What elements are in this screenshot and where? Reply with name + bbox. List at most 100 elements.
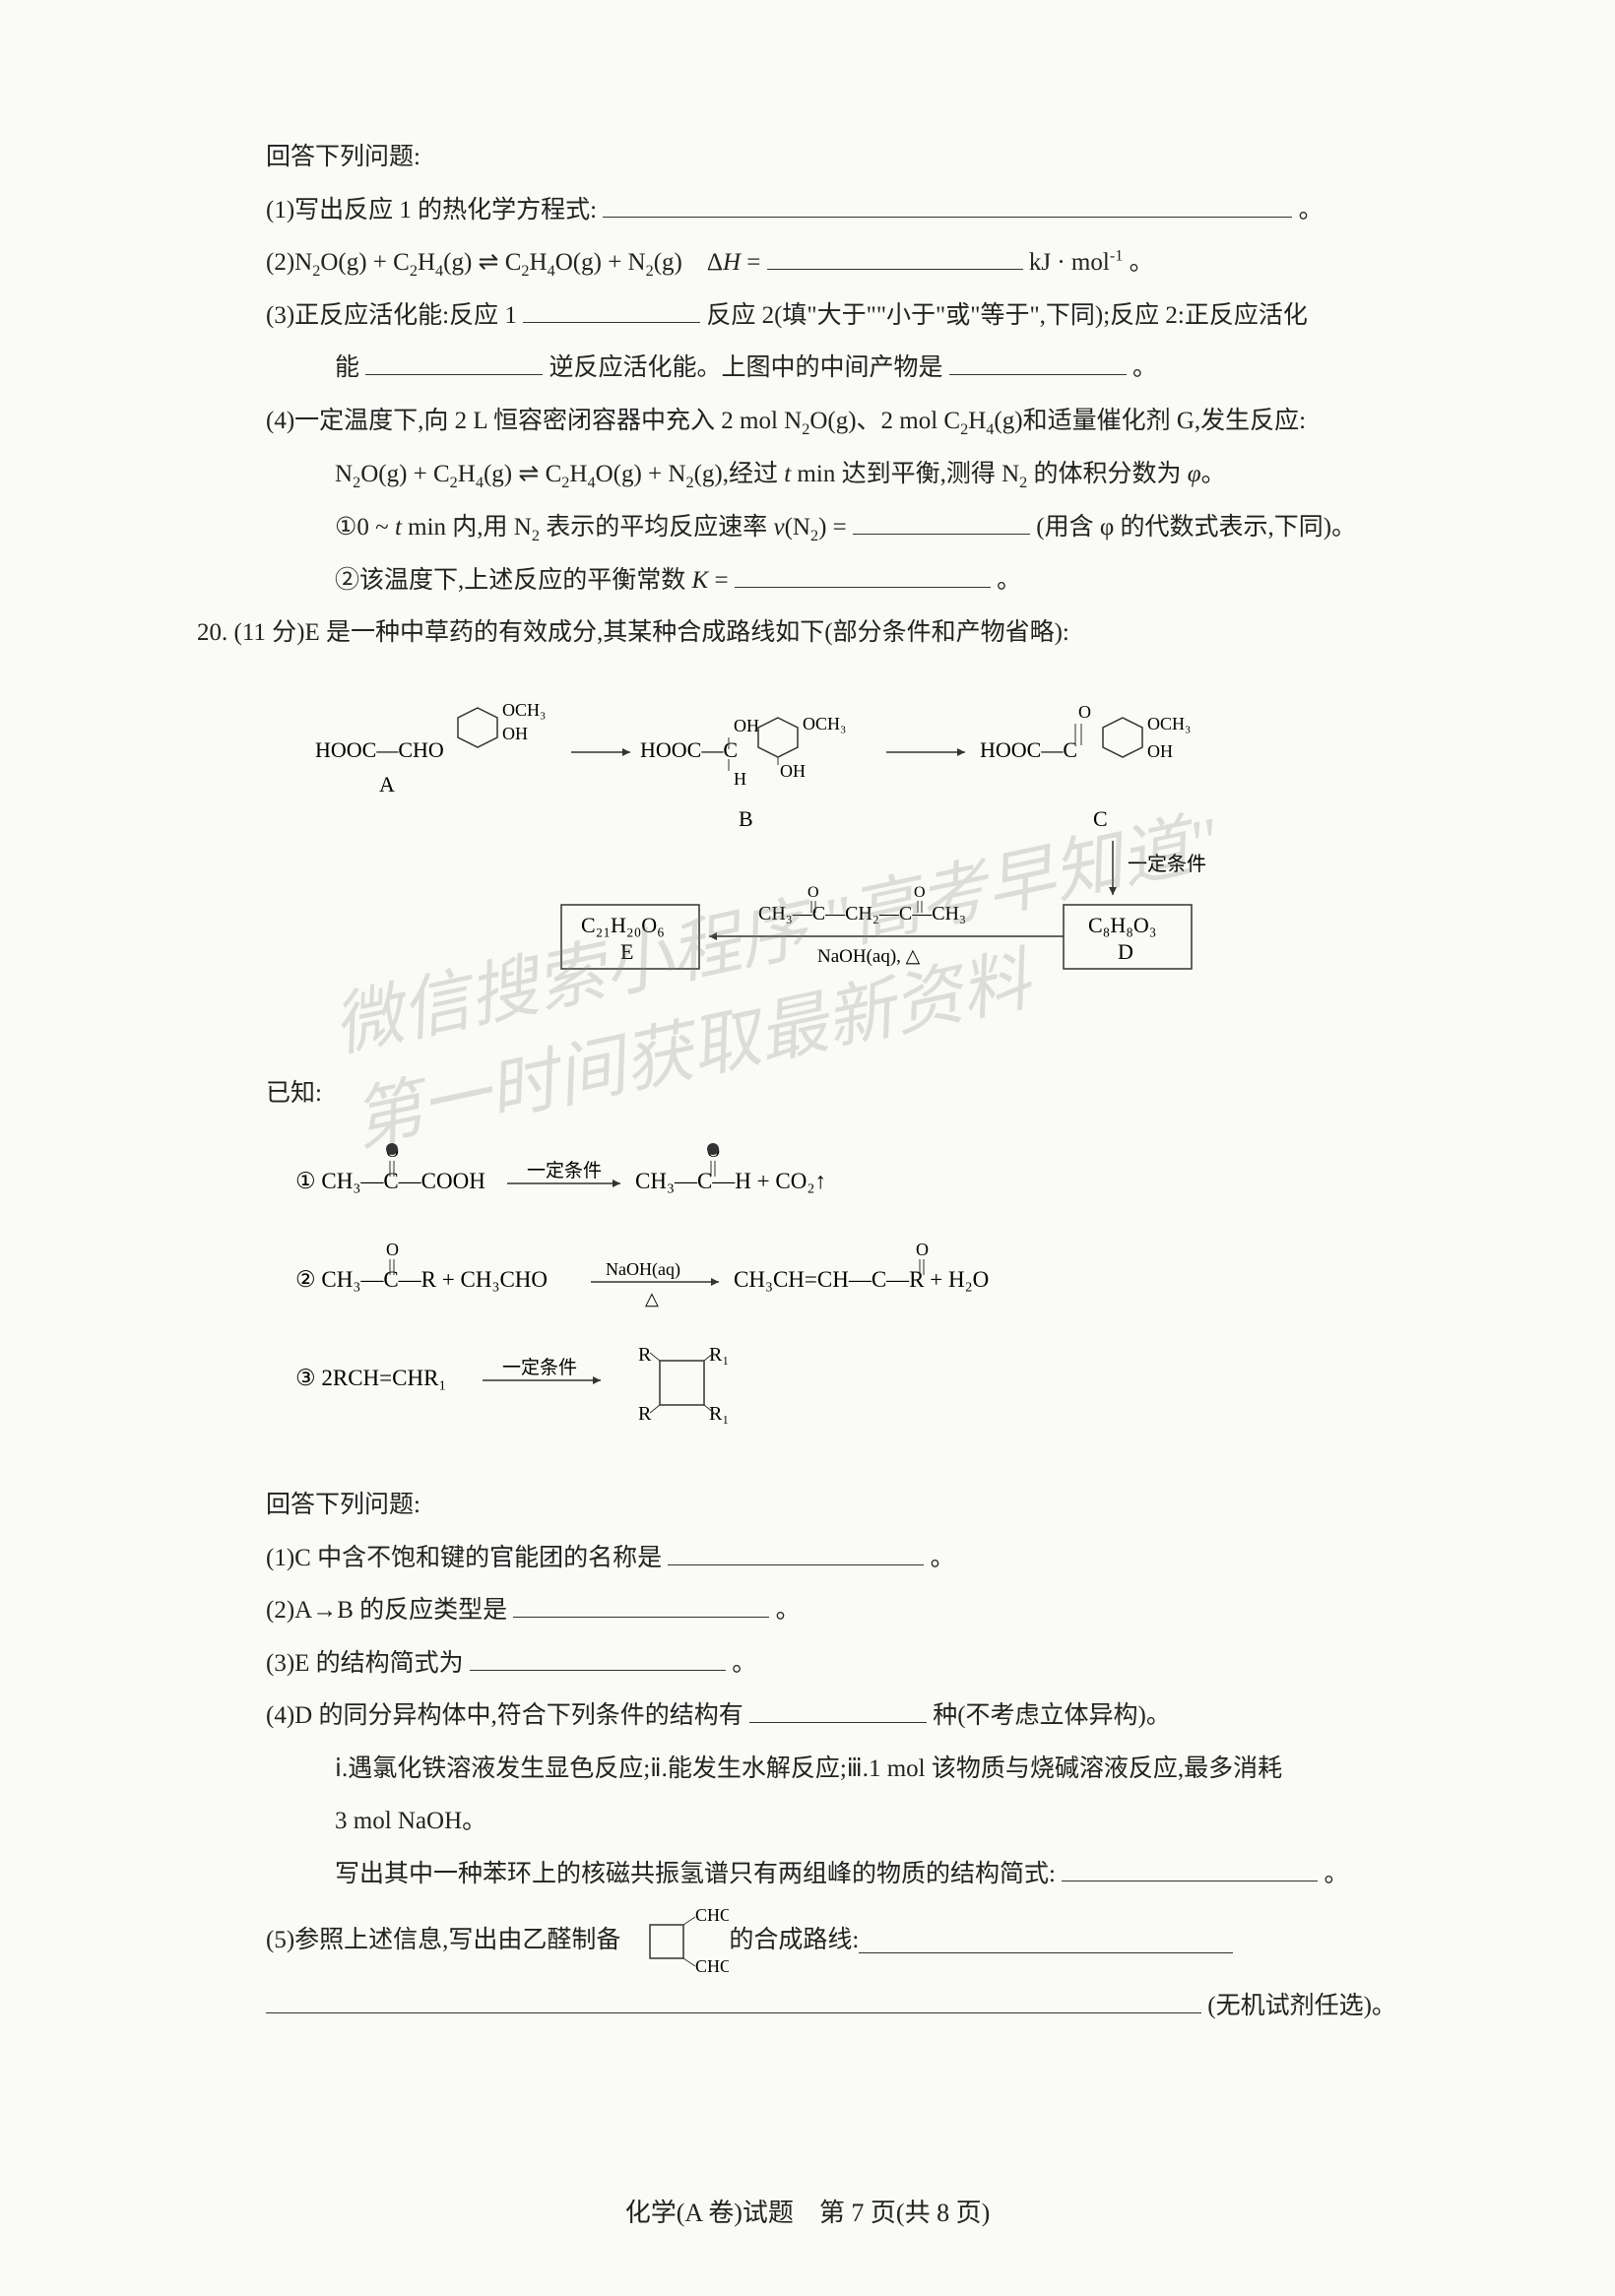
q1-tail: 。 — [1299, 197, 1324, 223]
q4d-blank — [735, 562, 991, 588]
A-label: A — [379, 772, 395, 797]
svg-text:O: O — [1078, 702, 1091, 722]
q20-4c: 3 mol NaOH。 — [197, 1798, 1438, 1845]
C-label: C — [1093, 806, 1108, 831]
q2-unit: kJ · mol-1 。 — [1029, 249, 1154, 276]
cond-CD: 一定条件 — [1128, 853, 1206, 875]
q20-4d-tail: 。 — [1324, 1861, 1348, 1887]
q3-blank3 — [949, 350, 1127, 375]
q3d: 逆反应活化能。上图中的中间产物是 — [549, 354, 943, 381]
q4a-text: (4)一定温度下,向 2 L 恒容密闭容器中充入 2 mol N2O(g)、2 … — [266, 408, 1306, 434]
svg-text:③ 2RCH=CHR₁: ③ 2RCH=CHR₁ — [295, 1366, 446, 1390]
svg-text:② CH₃—C—R + CH₃CHO: ② CH₃—C—R + CH₃CHO — [295, 1267, 548, 1292]
svg-text:一定条件: 一定条件 — [502, 1357, 577, 1378]
q20-stem: 20. (11 分)E 是一种中草药的有效成分,其某种合成路线如下(部分条件和产… — [197, 609, 1438, 657]
q1-blank — [603, 192, 1292, 218]
svg-text:O: O — [916, 1240, 929, 1259]
svg-text:OH: OH — [1147, 741, 1173, 761]
q4c: ①0 ~ t min 内,用 N2 表示的平均反应速率 v(N2) = (用含 … — [197, 504, 1438, 551]
q2-line: (2)N2O(g) + C2H4(g) ⇌ C2H4O(g) + N2(g) Δ… — [197, 239, 1438, 287]
q20-5a: (5)参照上述信息,写出由乙醛制备 — [266, 1917, 620, 1964]
svg-text:OH: OH — [502, 724, 528, 743]
q3a: (3)正反应活化能:反应 1 — [266, 302, 517, 329]
q20-3-tail: 。 — [732, 1650, 756, 1677]
q3-blank1 — [523, 297, 700, 323]
q20-4a-blank — [749, 1697, 927, 1723]
q3e: 。 — [1132, 354, 1157, 381]
answer-prompt-top: 回答下列问题: — [197, 134, 1438, 181]
q20-4a-mid: 种(不考虑立体异构)。 — [933, 1702, 1171, 1729]
q20-4b: ⅰ.遇氯化铁溶液发生显色反应;ⅱ.能发生水解反应;ⅲ.1 mol 该物质与烧碱溶… — [197, 1746, 1438, 1793]
q20-2-blank — [513, 1592, 769, 1618]
q20-5-tail: (无机试剂任选)。 — [1207, 1993, 1396, 2019]
B-label: B — [739, 806, 753, 831]
exam-page: 微信搜索小程序 "高考早知道" 第一时间获取最新资料 回答下列问题: (1)写出… — [0, 0, 1615, 2296]
q3b: 反应 2(填"大于""小于"或"等于",下同);反应 2:正反应活化 — [706, 302, 1308, 329]
svg-text:R: R — [638, 1344, 652, 1366]
C-ring: OCH₃ OH — [1103, 714, 1191, 761]
q4c-blank — [853, 509, 1030, 535]
q20-3: (3)E 的结构简式为 。 — [197, 1640, 1438, 1688]
q4c-text: ①0 ~ t min 内,用 N2 表示的平均反应速率 v(N2) = — [335, 514, 853, 541]
svg-text:OCH₃: OCH₃ — [502, 700, 546, 720]
C-left: HOOC—C — [980, 737, 1077, 762]
q3-line1: (3)正反应活化能:反应 1 反应 2(填"大于""小于"或"等于",下同);反… — [197, 292, 1438, 340]
svg-text:OCH₃: OCH₃ — [1147, 714, 1191, 733]
svg-text:O: O — [808, 884, 819, 901]
svg-text:CHO: CHO — [695, 1905, 729, 1925]
known-reactions: ① CH₃—C—COOH O 一定条件 CH₃—C—H + CO₂↑ O ② C… — [295, 1129, 1438, 1471]
q20-5-line2: (无机试剂任选)。 — [197, 1983, 1438, 2030]
q20-3-blank — [470, 1645, 726, 1671]
q4d-text: ②该温度下,上述反应的平衡常数 K = — [335, 567, 735, 594]
svg-text:CHO: CHO — [695, 1956, 729, 1976]
q20-2-text: (2)A→B 的反应类型是 — [266, 1597, 507, 1624]
q20-4a-text: (4)D 的同分异构体中,符合下列条件的结构有 — [266, 1702, 743, 1729]
q20-1-blank — [668, 1540, 924, 1565]
E-label: E — [620, 939, 633, 964]
q20-5b: 的合成路线: — [729, 1917, 859, 1964]
known-label: 已知: — [197, 1070, 1438, 1117]
A-ring: OCH₃ OH — [458, 700, 546, 747]
E-formula: C₂₁H₂₀O₆ — [581, 913, 665, 937]
scheme-svg: HOOC—CHO A OCH₃ OH HOOC—C OH H OCH₃ OH — [295, 669, 1428, 1043]
q20-4a: (4)D 的同分异构体中,符合下列条件的结构有 种(不考虑立体异构)。 — [197, 1692, 1438, 1740]
q4a: (4)一定温度下,向 2 L 恒容密闭容器中充入 2 mol N2O(g)、2 … — [197, 398, 1438, 445]
svg-text:△: △ — [645, 1289, 659, 1308]
q2-blank — [767, 244, 1023, 270]
q4b: N2O(g) + C2H4(g) ⇌ C2H4O(g) + N2(g),经过 t… — [197, 451, 1438, 498]
q1-line: (1)写出反应 1 的热化学方程式: 。 — [197, 187, 1438, 234]
svg-text:一定条件: 一定条件 — [527, 1160, 602, 1181]
svg-text:OH: OH — [734, 716, 759, 735]
q20-4d: 写出其中一种苯环上的核磁共振氢谱只有两组峰的物质的结构简式: 。 — [197, 1851, 1438, 1898]
q4d: ②该温度下,上述反应的平衡常数 K = 。 — [197, 557, 1438, 605]
mid-reagent: CH₃—C—CH₂—C—CH₃ — [758, 903, 966, 925]
svg-text:CH₃—C—H + CO₂↑: CH₃—C—H + CO₂↑ — [635, 1169, 826, 1193]
svg-text:O: O — [914, 884, 926, 901]
q20-5-blank2 — [266, 1988, 1201, 2013]
q20-2-tail: 。 — [776, 1597, 801, 1624]
q4c-tail: (用含 φ 的代数式表示,下同)。 — [1036, 514, 1356, 541]
q4b-text: N2O(g) + C2H4(g) ⇌ C2H4O(g) + N2(g),经过 t… — [335, 461, 1226, 487]
svg-text:NaOH(aq): NaOH(aq) — [606, 1259, 680, 1280]
cyclobutane: R R₁ R R₁ — [638, 1344, 729, 1425]
q20-5: (5)参照上述信息,写出由乙醛制备 CHO CHO 的合成路线: — [197, 1903, 1438, 1977]
q20-2: (2)A→B 的反应类型是 。 — [197, 1587, 1438, 1634]
B-ring: OCH₃ OH — [758, 714, 846, 781]
target-molecule: CHO CHO — [620, 1903, 729, 1977]
q20-5-blank — [859, 1928, 1233, 1953]
svg-text:OH: OH — [780, 761, 806, 781]
svg-text:H: H — [734, 769, 746, 789]
B-left: HOOC—C — [640, 737, 738, 762]
svg-text:O: O — [386, 1240, 399, 1259]
D-formula: C₈H₈O₃ — [1088, 913, 1156, 937]
q20-1-tail: 。 — [931, 1545, 955, 1571]
D-label: D — [1118, 939, 1133, 964]
svg-text:R: R — [638, 1403, 652, 1425]
q20-4d-blank — [1062, 1856, 1318, 1881]
page-footer: 化学(A 卷)试题 第 7 页(共 8 页) — [0, 2189, 1615, 2237]
known-svg: ① CH₃—C—COOH O 一定条件 CH₃—C—H + CO₂↑ O ② C… — [295, 1129, 1379, 1454]
q20-3-text: (3)E 的结构简式为 — [266, 1650, 464, 1677]
q2-eq: (2)N2O(g) + C2H4(g) ⇌ C2H4O(g) + N2(g) Δ… — [266, 249, 767, 276]
A-formula: HOOC—CHO — [315, 737, 444, 762]
q1-text: (1)写出反应 1 的热化学方程式: — [266, 197, 597, 223]
